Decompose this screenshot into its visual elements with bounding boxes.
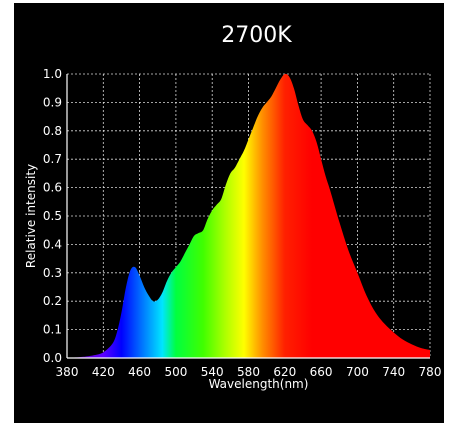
- x-axis-label: Wavelength(nm): [209, 377, 309, 391]
- y-tick-label-7: 0.7: [43, 152, 62, 166]
- x-tick-label-460: 460: [128, 365, 151, 379]
- spectrum-area: [67, 73, 430, 358]
- y-tick-label-6: 0.6: [43, 181, 62, 195]
- x-tick-labels: 380 420 460 500 540 580 620 660 700 740 780: [56, 365, 442, 379]
- x-tick-label-780: 780: [419, 365, 442, 379]
- spectrum-chart: 2700K 380 420 460 500 540 580 620 660 700 740 780 …: [24, 23, 442, 391]
- y-tick-label-3: 0.3: [43, 266, 62, 280]
- y-tick-label-4: 0.4: [43, 237, 62, 251]
- x-tick-label-500: 500: [164, 365, 187, 379]
- x-tick-label-660: 660: [310, 365, 333, 379]
- y-tick-label-1: 0.1: [43, 323, 62, 337]
- x-tick-label-380: 380: [56, 365, 79, 379]
- y-tick-label-8: 0.8: [43, 124, 62, 138]
- y-tick-label-10: 1.0: [43, 67, 62, 81]
- y-tick-label-5: 0.5: [43, 209, 62, 223]
- x-tick-label-620: 620: [273, 365, 296, 379]
- chart-frame: 2700K 380 420 460 500 540 580 620 660 700 740 780 …: [14, 3, 444, 423]
- y-tick-labels: 0.0 0.1 0.2 0.3 0.4 0.5 0.6 0.7 0.8 0.9 1.0: [43, 67, 62, 365]
- x-tick-label-540: 540: [201, 365, 224, 379]
- x-tick-label-420: 420: [92, 365, 115, 379]
- x-tick-label-700: 700: [346, 365, 369, 379]
- y-tick-label-9: 0.9: [43, 95, 62, 109]
- chart-title: 2700K: [221, 23, 292, 48]
- y-tick-label-0: 0.0: [43, 351, 62, 365]
- y-tick-label-2: 0.2: [43, 294, 62, 308]
- axes: [66, 74, 430, 359]
- x-tick-label-740: 740: [382, 365, 405, 379]
- y-axis-label: Relative intensity: [24, 164, 38, 268]
- x-tick-label-580: 580: [237, 365, 260, 379]
